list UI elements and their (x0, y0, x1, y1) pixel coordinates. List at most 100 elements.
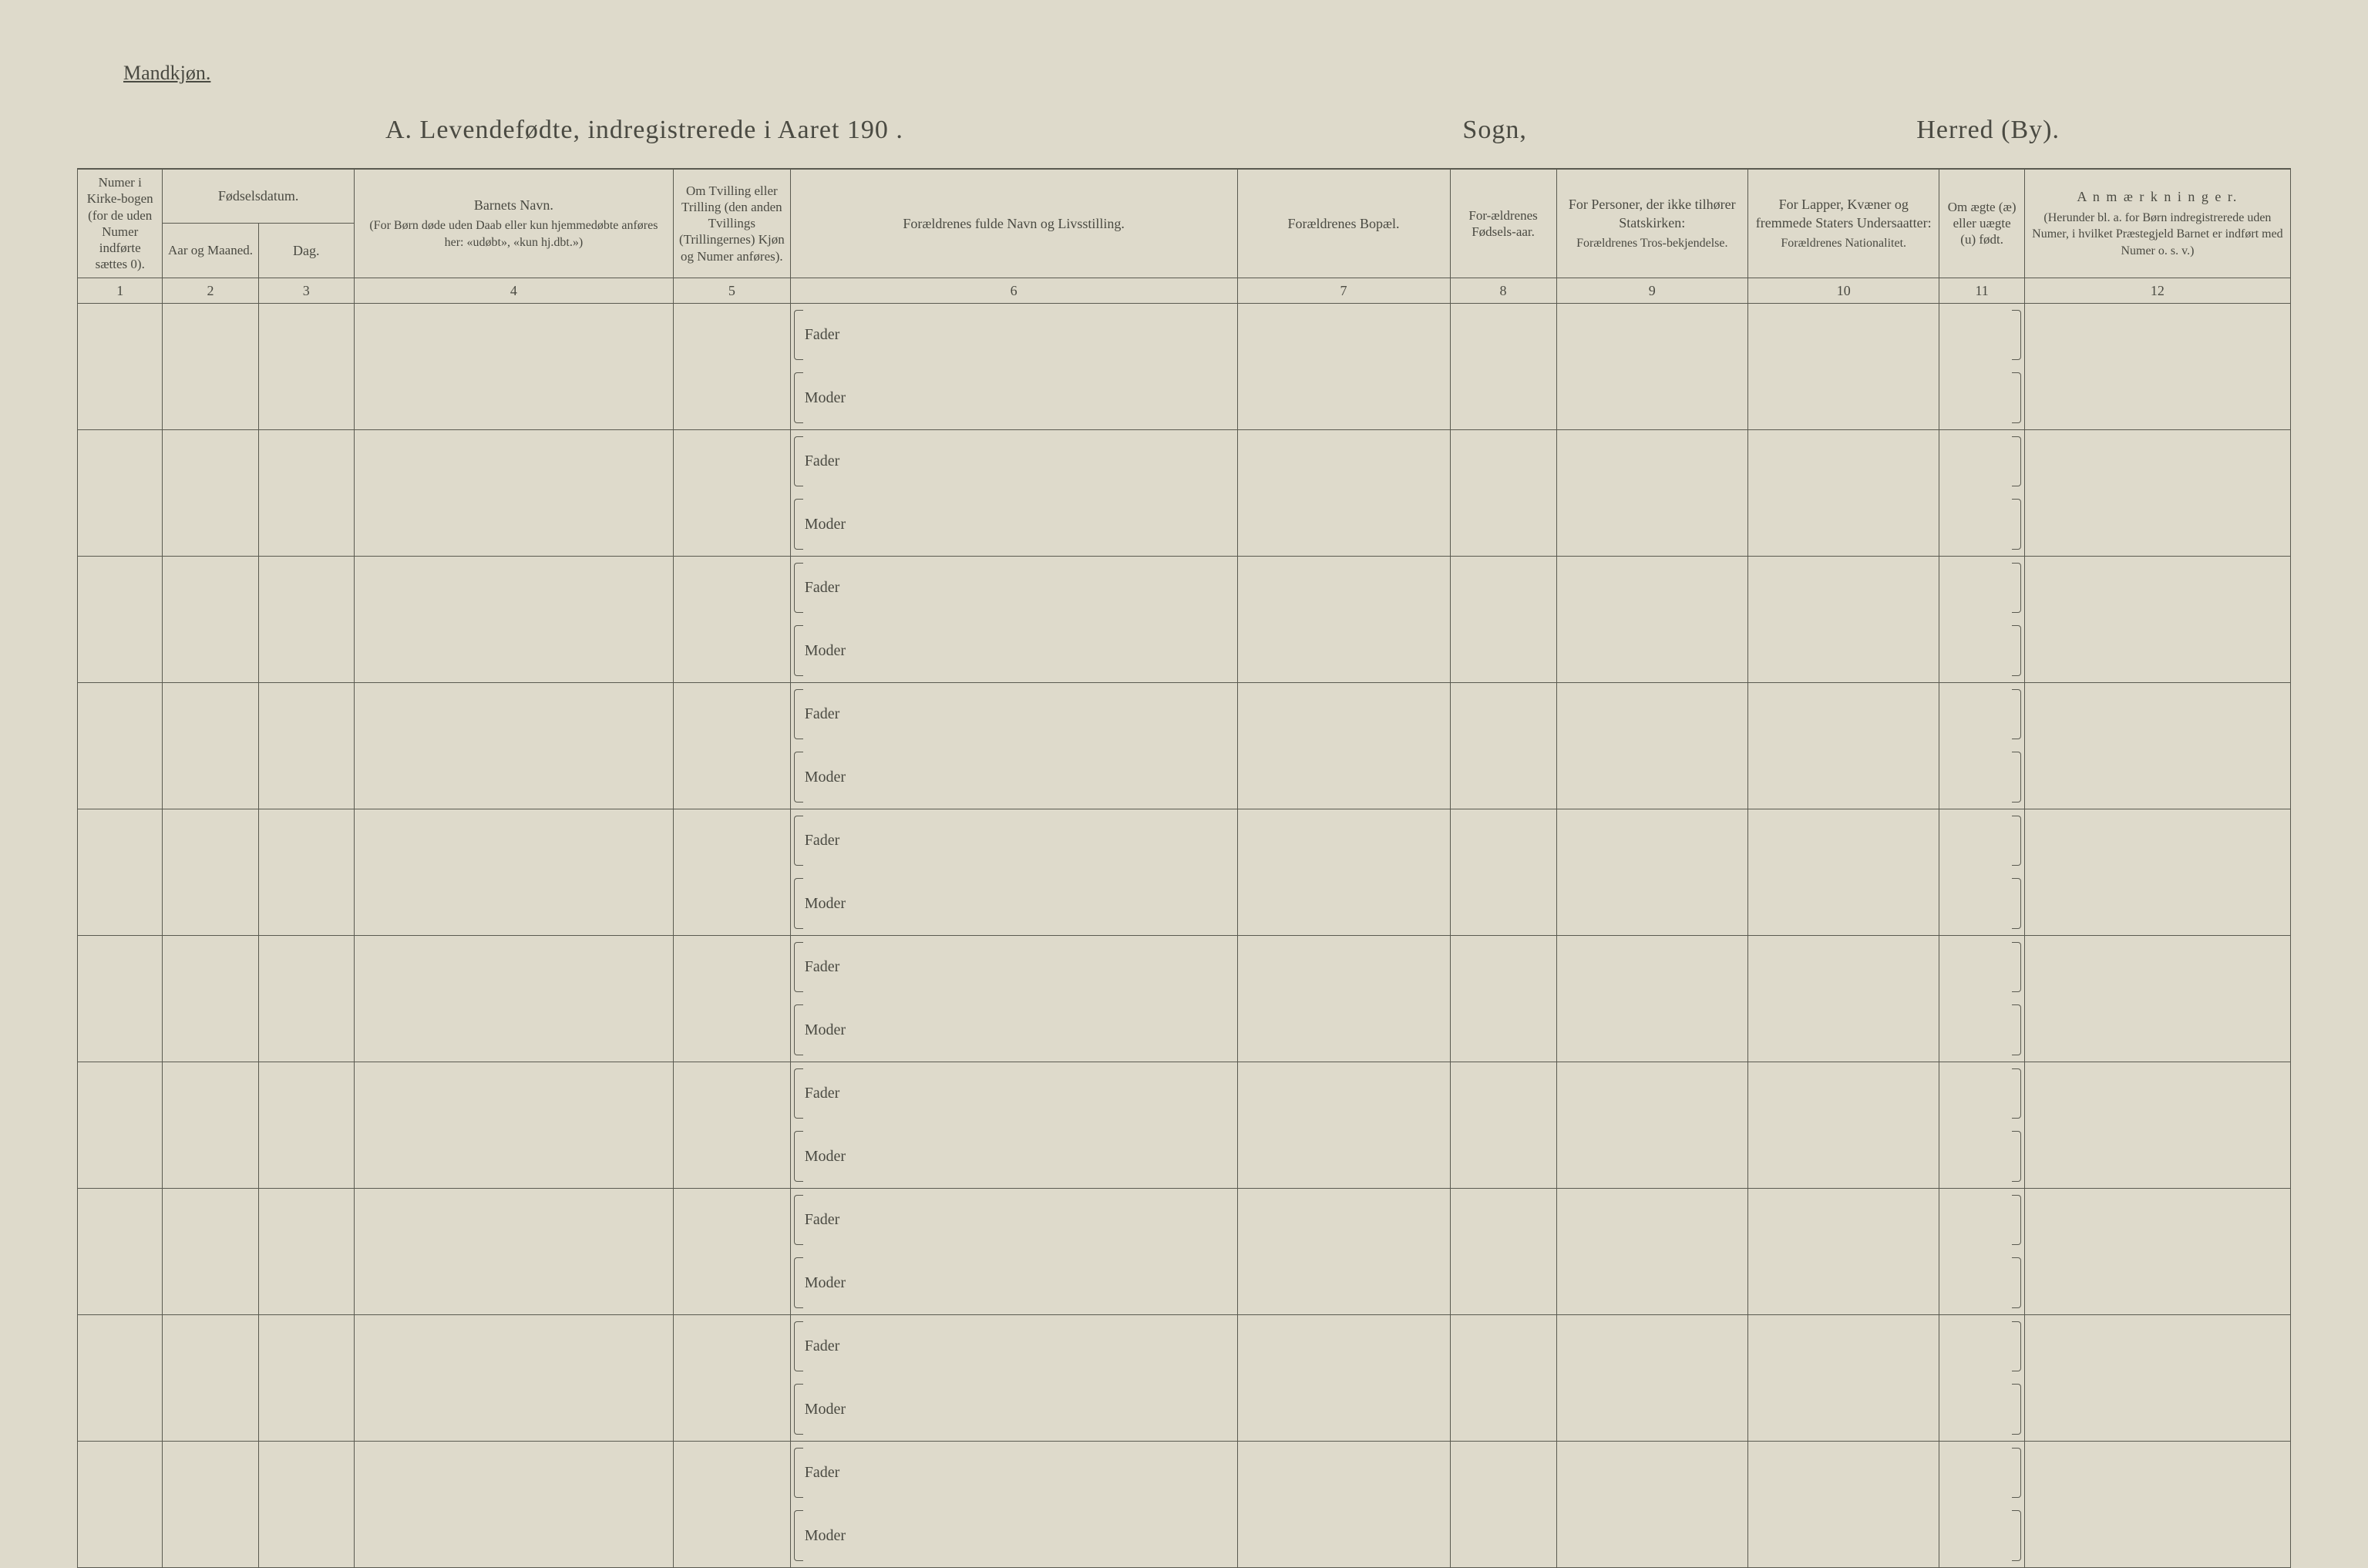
fader-cell: Fader (790, 303, 1237, 366)
fader-cell: Fader (790, 1441, 1237, 1504)
moder-label: Moder (805, 1148, 846, 1165)
cell (1450, 1441, 1556, 1567)
cell (1556, 1188, 1747, 1314)
table-row: Fader (78, 1188, 2291, 1251)
col11-cell (1939, 1378, 2024, 1441)
fader-label: Fader (805, 579, 840, 596)
title-main: A. Levendefødte, indregistrerede i Aaret… (385, 116, 903, 145)
brace-icon (794, 878, 803, 929)
col5-header: Om Tvilling eller Trilling (den anden Tv… (673, 170, 790, 278)
cell (258, 303, 354, 429)
cell (2024, 682, 2290, 809)
fader-label: Fader (805, 1211, 840, 1228)
brace-icon (794, 1510, 803, 1561)
cell (258, 1314, 354, 1441)
cell (163, 556, 258, 682)
cell (78, 1062, 163, 1188)
brace-icon (2012, 689, 2021, 740)
cell (673, 1188, 790, 1314)
cell (258, 556, 354, 682)
moder-label: Moder (805, 516, 846, 533)
brace-icon (2012, 1321, 2021, 1372)
brace-icon (2012, 1384, 2021, 1435)
cell (1237, 556, 1450, 682)
col4-header-sub: (For Børn døde uden Daab eller kun hjemm… (359, 217, 668, 251)
cell (1748, 429, 1939, 556)
fader-label: Fader (805, 1464, 840, 1481)
cell (1450, 1314, 1556, 1441)
cell (163, 935, 258, 1062)
cell (1748, 556, 1939, 682)
brace-icon (2012, 372, 2021, 423)
colnum-3: 3 (258, 278, 354, 303)
cell (673, 935, 790, 1062)
table-row: Fader (78, 429, 2291, 493)
cell (354, 429, 673, 556)
cell (1748, 1188, 1939, 1314)
col11-cell (1939, 303, 2024, 366)
cell (354, 809, 673, 935)
cell (1237, 1062, 1450, 1188)
colnum-6: 6 (790, 278, 1237, 303)
cell (673, 809, 790, 935)
cell (163, 1441, 258, 1567)
cell (354, 935, 673, 1062)
cell (1556, 556, 1747, 682)
column-number-row: 1 2 3 4 5 6 7 8 9 10 11 12 (78, 278, 2291, 303)
fader-label: Fader (805, 326, 840, 343)
col7-header: Forældrenes Bopæl. (1237, 170, 1450, 278)
cell (354, 556, 673, 682)
fader-label: Fader (805, 705, 840, 722)
col11-cell (1939, 998, 2024, 1062)
cell (78, 935, 163, 1062)
cell (1748, 1441, 1939, 1567)
cell (163, 429, 258, 556)
col11-cell (1939, 619, 2024, 682)
col11-cell (1939, 1314, 2024, 1378)
cell (354, 1441, 673, 1567)
cell (2024, 1314, 2290, 1441)
cell (673, 556, 790, 682)
cell (1748, 809, 1939, 935)
cell (78, 1188, 163, 1314)
cell (1237, 682, 1450, 809)
cell (1748, 1314, 1939, 1441)
fader-cell: Fader (790, 935, 1237, 998)
col11-cell (1939, 1251, 2024, 1314)
moder-cell: Moder (790, 1504, 1237, 1567)
brace-icon (794, 1131, 803, 1182)
colnum-4: 4 (354, 278, 673, 303)
col6-header: Forældrenes fulde Navn og Livsstilling. (790, 170, 1237, 278)
brace-icon (794, 499, 803, 550)
brace-icon (2012, 310, 2021, 361)
cell (78, 1441, 163, 1567)
cell (258, 809, 354, 935)
col11-cell (1939, 1188, 2024, 1251)
brace-icon (794, 1448, 803, 1499)
brace-icon (794, 942, 803, 993)
cell (1237, 1441, 1450, 1567)
moder-cell: Moder (790, 745, 1237, 809)
cell (1556, 809, 1747, 935)
cell (673, 682, 790, 809)
title-herred: Herred (By). (1916, 116, 2060, 145)
cell (258, 1441, 354, 1567)
moder-label: Moder (805, 389, 846, 406)
colnum-5: 5 (673, 278, 790, 303)
cell (354, 682, 673, 809)
colnum-11: 11 (1939, 278, 2024, 303)
moder-cell: Moder (790, 1125, 1237, 1188)
brace-icon (794, 752, 803, 803)
brace-icon (794, 436, 803, 487)
cell (1237, 935, 1450, 1062)
moder-cell: Moder (790, 619, 1237, 682)
table-row: Fader (78, 556, 2291, 619)
cell (258, 429, 354, 556)
cell (163, 1062, 258, 1188)
cell (2024, 1441, 2290, 1567)
cell (78, 556, 163, 682)
title-row: A. Levendefødte, indregistrerede i Aaret… (77, 116, 2291, 145)
brace-icon (794, 372, 803, 423)
brace-icon (794, 625, 803, 676)
cell (78, 682, 163, 809)
